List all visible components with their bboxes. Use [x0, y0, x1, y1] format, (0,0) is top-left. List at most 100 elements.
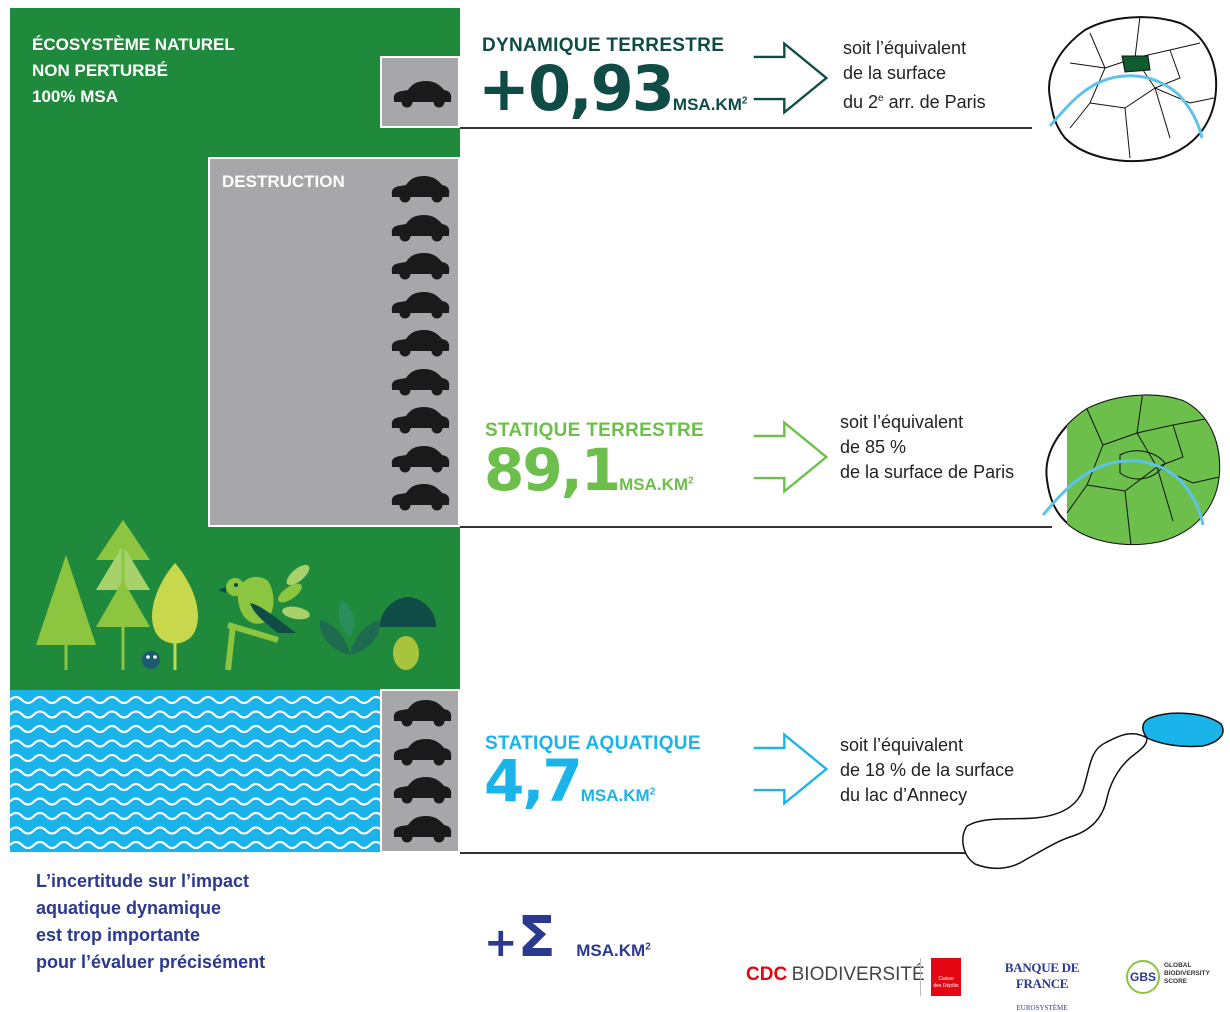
sigma-total: +Σ MSA.KM2: [484, 905, 651, 970]
static-terrestrial-value: 89,1: [484, 436, 621, 504]
caisse-line2: des Dépôts: [933, 983, 959, 989]
equivalent-line2: de la surface: [843, 63, 947, 83]
gbs-line2: BIODIVERSITY: [1164, 970, 1210, 977]
static-aquatic-equivalent: soit l’équivalent de 18 % de la surface …: [840, 733, 1014, 808]
dynamic-terrestrial-unit-sup: 2: [741, 95, 748, 107]
wave-line: [10, 811, 380, 821]
equivalent-line3: de la surface de Paris: [840, 462, 1015, 482]
equivalent-line1: soit l’équivalent: [840, 412, 964, 432]
static-aquatic-title: STATIQUE AQUATIQUE: [485, 733, 701, 754]
static-aquatic-unit: MSA.KM: [580, 786, 650, 805]
dynamic-terrestrial-title: DYNAMIQUE TERRESTRE: [482, 35, 725, 56]
wave-line: [10, 840, 380, 850]
sigma-plus: +: [484, 920, 518, 966]
caisse-des-depots-logo: Caisse des Dépôts: [931, 958, 961, 996]
ecosystem-title: ÉCOSYSTÈME NATUREL NON PERTURBÉ 100% MSA: [32, 32, 235, 110]
water-panel: [10, 690, 380, 852]
sigma-symbol: Σ: [517, 905, 556, 970]
car-icon: [388, 481, 452, 511]
car-icon: [388, 289, 452, 319]
ecosystem-line3: 100% MSA: [32, 87, 118, 106]
uncertainty-note: L’incertitude sur l’impact aquatique dyn…: [36, 868, 265, 976]
dynamic-terrestrial-value: +0,93: [478, 52, 675, 125]
note-line1: L’incertitude sur l’impact: [36, 871, 250, 891]
wave-line: [10, 739, 380, 748]
car-icon: [390, 774, 454, 804]
gbs-line1: GLOBAL: [1164, 962, 1192, 969]
equivalent-line1: soit l’équivalent: [843, 38, 967, 58]
car-icon: [388, 404, 452, 434]
car-icon: [390, 813, 454, 843]
car-icon: [388, 212, 452, 242]
car-icon: [390, 736, 454, 766]
cdc-biodiversite-logo: CDC BIODIVERSITÉ: [746, 964, 925, 986]
destruction-label: DESTRUCTION: [222, 172, 345, 191]
aquatic-destruction-box: [380, 689, 460, 853]
wave-line: [10, 768, 380, 777]
sigma-unit: MSA.KM: [576, 941, 646, 960]
dynamic-destruction-box: [380, 56, 460, 128]
seine-river: [1041, 459, 1205, 526]
static-terrestrial-unit: MSA.KM: [619, 475, 689, 494]
static-aquatic-value-block: 4,7MSA.KM2: [484, 752, 655, 810]
waves-graphic: [10, 695, 380, 850]
gbs-logo: GBS: [1126, 960, 1160, 994]
dynamic-terrestrial-equivalent: soit l’équivalent de la surface du 2e ar…: [843, 36, 986, 115]
wave-line: [10, 724, 380, 734]
logo-separator: [920, 958, 921, 996]
bdf-subtitle: EUROSYSTÈME: [1016, 1004, 1068, 1012]
paris-map-85-percent: [1041, 394, 1221, 546]
aquatic-divider: [460, 852, 970, 854]
static-terrestrial-title: STATIQUE TERRESTRE: [485, 420, 704, 441]
dynamic-terrestrial-unit: MSA.KM: [672, 95, 742, 114]
car-icon: [390, 78, 454, 108]
biodiversite-logo-text: BIODIVERSITÉ: [791, 964, 925, 985]
seine-river: [1048, 74, 1204, 139]
note-line2: aquatique dynamique: [36, 898, 222, 918]
caisse-line1: Caisse: [938, 976, 954, 982]
lake-annecy-map: [962, 712, 1224, 870]
equivalent-line3-sup: e: [878, 93, 884, 104]
ecosystem-line2: NON PERTURBÉ: [32, 61, 169, 80]
equivalent-line3a: du 2: [843, 92, 879, 112]
wave-line: [10, 695, 380, 705]
wave-line: [10, 753, 380, 763]
banque-de-france-logo: BANQUE DE FRANCE EUROSYSTÈME: [982, 960, 1102, 1012]
car-icon: [390, 697, 454, 727]
static-terrestrial-unit-sup: 2: [688, 475, 694, 487]
wave-line: [10, 782, 380, 792]
static-destruction-box: [208, 157, 460, 527]
gbs-line3: SCORE: [1164, 978, 1188, 985]
cdc-logo-text: CDC: [746, 964, 788, 985]
equivalent-line3: du lac d’Annecy: [840, 785, 968, 805]
car-icon: [388, 173, 452, 203]
equivalent-line1: soit l’équivalent: [840, 735, 964, 755]
equivalent-line2: de 85 %: [840, 437, 907, 457]
arrow-right-icon: [748, 36, 834, 120]
paris-map-2nd-arrondissement: [1048, 15, 1218, 163]
wave-line: [10, 797, 380, 806]
car-icon: [388, 250, 452, 280]
bdf-logo-text: BANQUE DE FRANCE: [1004, 960, 1080, 991]
static-terrestrial-value-block: 89,1MSA.KM2: [484, 441, 694, 499]
static-aquatic-unit-sup: 2: [649, 786, 656, 798]
car-icon: [388, 327, 452, 357]
ecosystem-line1: ÉCOSYSTÈME NATUREL: [32, 35, 235, 54]
static-aquatic-value: 4,7: [484, 747, 583, 815]
wave-line: [10, 826, 380, 835]
dynamic-terrestrial-value-block: +0,93MSA.KM2: [478, 58, 747, 120]
car-icon: [388, 366, 452, 396]
note-line4: pour l’évaluer précisément: [36, 952, 266, 972]
nature-illustration: [36, 520, 436, 671]
static-divider: [460, 526, 1052, 528]
sigma-unit-sup: 2: [645, 941, 651, 953]
arrow-right-icon: [748, 415, 834, 499]
lake-highlight: [1142, 712, 1224, 748]
note-line3: est trop importante: [36, 925, 201, 945]
dynamic-divider: [460, 127, 1032, 129]
wave-line: [10, 710, 380, 719]
static-terrestrial-equivalent: soit l’équivalent de 85 % de la surface …: [840, 410, 1014, 485]
equivalent-line3b: arr. de Paris: [883, 92, 986, 112]
arrow-right-icon: [748, 727, 834, 811]
arrondissement-2-highlight: [1121, 55, 1151, 73]
